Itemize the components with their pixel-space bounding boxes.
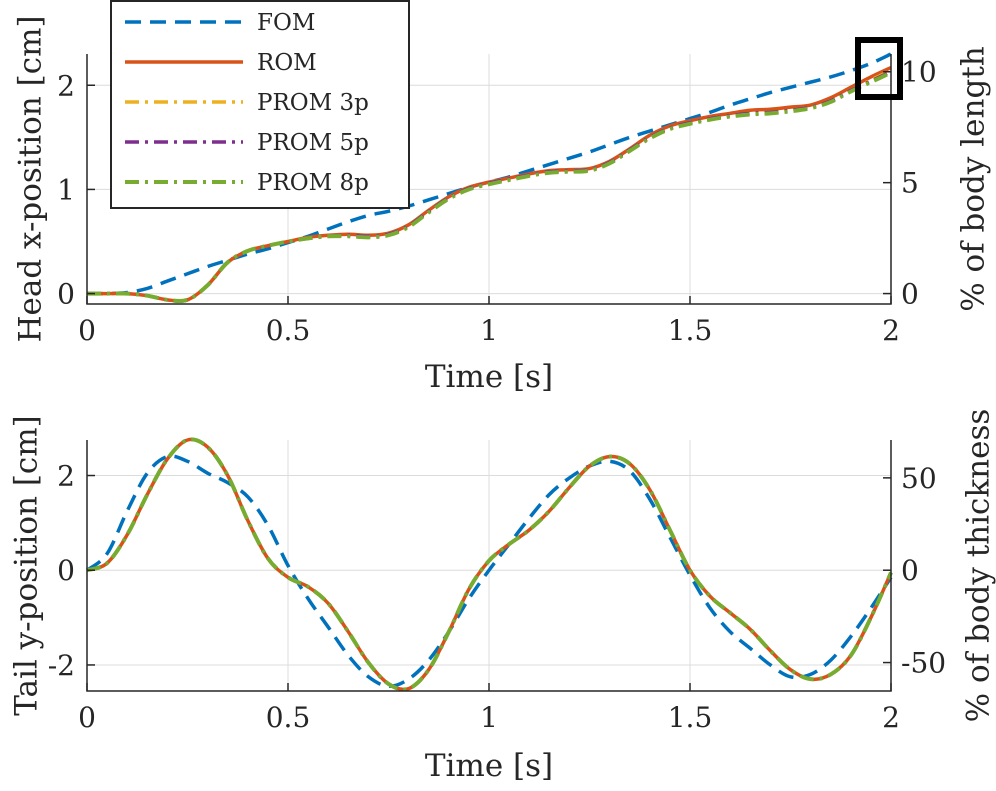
highlight-box (855, 37, 903, 100)
x-axis-label: Time [s] (425, 748, 553, 784)
y-axis-label: Tail y-position [cm] (9, 415, 45, 716)
y2-axis-label: % of body length (956, 46, 992, 312)
y2-tick-label: 5 (901, 167, 919, 200)
legend-label: PROM 3p (257, 90, 369, 116)
y2-axis-label: % of body thickness (961, 409, 996, 723)
y2-tick-label: 0 (901, 278, 919, 311)
legend-label: PROM 5p (257, 130, 369, 156)
y-tick-label: 2 (57, 69, 75, 102)
y-axis-label: Head x-position [cm] (13, 15, 49, 342)
series-line-fom (86, 52, 892, 296)
x-tick-label: 1.5 (668, 701, 713, 734)
x-tick-label: 2 (882, 314, 900, 347)
x-tick-label: 0.5 (266, 701, 311, 734)
y2-tick-label: 50 (901, 462, 937, 495)
y2-tick-label: 0 (901, 554, 919, 587)
y-tick-label: 0 (57, 554, 75, 587)
x-tick-label: 0.5 (266, 314, 311, 347)
legend: FOM ROM PROM 3p PROM 5p PROM 8p (110, 0, 410, 209)
series-line-prom-8p (86, 437, 893, 692)
y-tick-label: 1 (57, 173, 75, 206)
legend-label: ROM (257, 50, 317, 76)
x-axis-label: Time [s] (425, 359, 553, 395)
y-tick-label: 0 (57, 278, 75, 311)
y2-tick-label: 10 (901, 56, 937, 89)
series-line-prom-8p (87, 70, 892, 304)
x-tick-label: 0 (78, 314, 96, 347)
series-line-fom (85, 454, 893, 689)
legend-label: PROM 8p (257, 170, 369, 196)
y-tick-label: -2 (48, 649, 75, 682)
legend-box (110, 0, 410, 209)
x-tick-label: 2 (882, 701, 900, 734)
x-tick-label: 1.5 (668, 314, 713, 347)
y-tick-label: 2 (57, 460, 75, 493)
y2-tick-label: -50 (901, 647, 946, 680)
x-tick-label: 0 (78, 701, 96, 734)
x-tick-label: 1 (480, 701, 498, 734)
legend-label: FOM (257, 10, 315, 36)
x-tick-label: 1 (480, 314, 498, 347)
